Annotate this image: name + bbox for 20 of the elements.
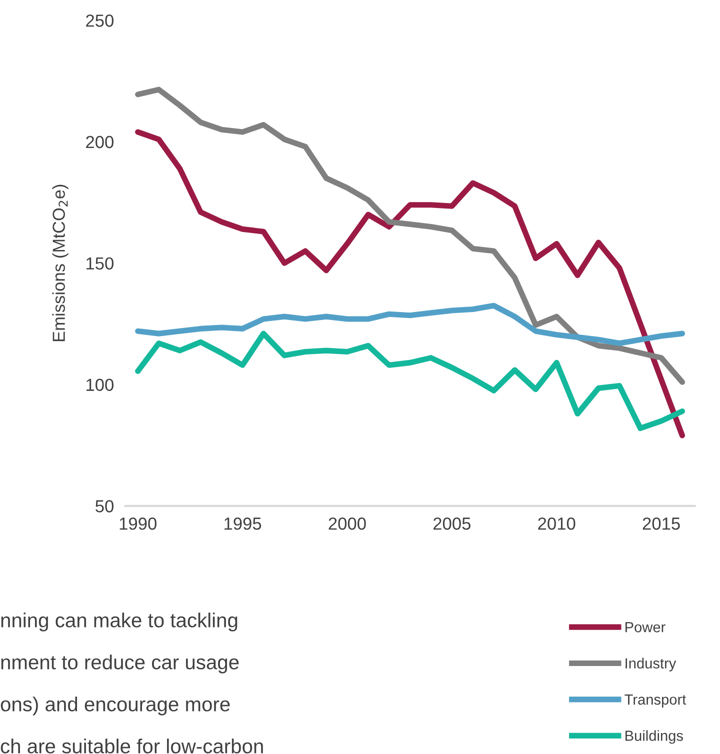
y-tick-label: 250 (86, 14, 114, 27)
legend-label: Industry (626, 658, 676, 672)
x-tick-label: 2015 (642, 518, 680, 530)
y-tick-label: 50 (96, 500, 114, 512)
x-tick-label: 1995 (224, 518, 262, 530)
y-tick-label: 150 (86, 257, 114, 270)
y-tick-label: 100 (86, 378, 114, 391)
x-tick-label: 2005 (433, 518, 470, 530)
legend-label: Buildings (626, 730, 683, 744)
text: ch are suitable for low-carbon (0, 738, 263, 754)
x-tick-label: 2010 (538, 518, 576, 530)
y-tick-label: 200 (86, 136, 114, 148)
text: nment to reduce car usage (1, 654, 239, 674)
x-tick-label: 1990 (120, 518, 156, 530)
y-axis-title: Emissions (MtCO$_{2}$e) (52, 184, 68, 342)
x-tick-label: 2000 (328, 518, 366, 530)
legend-label: Transport (624, 694, 686, 708)
legend-label: Power (626, 622, 666, 632)
text: nning can make to tackling (1, 612, 238, 632)
text: ons) and encourage more (0, 696, 230, 716)
